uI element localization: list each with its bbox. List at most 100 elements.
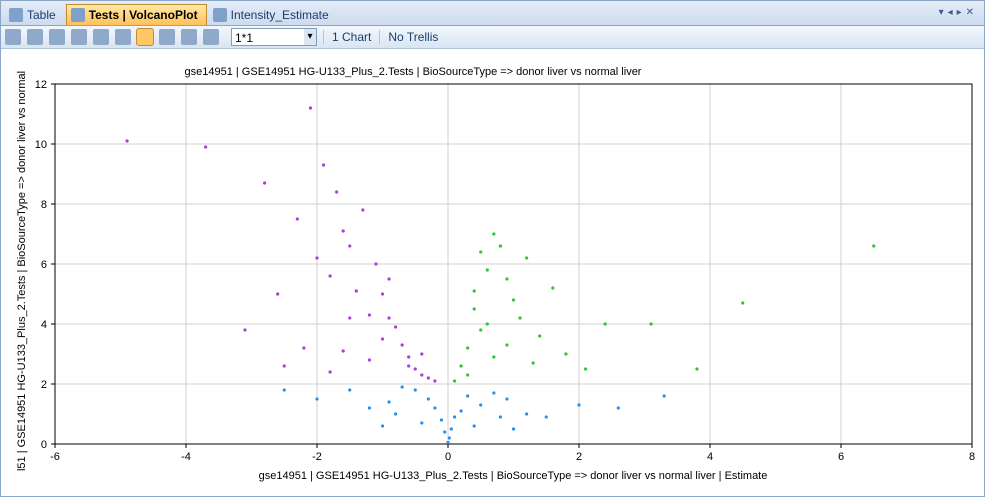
point	[282, 388, 286, 392]
point	[472, 307, 476, 311]
point	[466, 346, 470, 350]
point	[282, 364, 286, 368]
plot-frame	[54, 83, 973, 445]
chart-title: gse14951 | GSE14951 HG-U133_Plus_2.Tests…	[185, 66, 642, 78]
point	[400, 343, 404, 347]
icon[interactable]	[136, 28, 154, 46]
x-tick-label: -4	[181, 451, 191, 463]
point	[551, 286, 555, 290]
tab[interactable]: Tests | VolcanoPlot	[65, 4, 207, 25]
x-tick-label: 4	[707, 451, 713, 463]
tab-bar: Table Tests | VolcanoPlot Intensity_Esti…	[1, 1, 984, 26]
icon[interactable]	[27, 29, 43, 45]
button[interactable]: No Trellis	[379, 30, 446, 44]
x-tick-label: -2	[312, 451, 322, 463]
point	[525, 256, 529, 260]
point	[276, 292, 280, 296]
point	[341, 229, 345, 233]
point	[505, 277, 509, 281]
point	[335, 190, 339, 194]
button[interactable]: 1 Chart	[323, 30, 379, 44]
x-tick-label: 0	[445, 451, 451, 463]
point	[485, 322, 489, 326]
x-tick-label: 2	[576, 451, 582, 463]
tab[interactable]: Intensity_Estimate	[209, 5, 337, 25]
icon[interactable]	[49, 29, 65, 45]
point	[479, 250, 483, 254]
point	[380, 292, 385, 296]
point	[498, 244, 502, 248]
point	[872, 244, 876, 248]
point	[394, 412, 398, 416]
icon[interactable]	[5, 29, 21, 45]
point	[583, 367, 588, 371]
y-axis-label: l51 | GSE14951 HG-U133_Plus_2.Tests | Bi…	[16, 71, 28, 471]
point	[695, 367, 699, 371]
point	[341, 349, 345, 353]
point	[538, 334, 542, 338]
point	[466, 373, 470, 377]
point	[452, 379, 457, 383]
point	[459, 364, 463, 368]
combo-box[interactable]: 1*1	[231, 28, 317, 46]
icon[interactable]	[181, 29, 197, 45]
point	[407, 364, 411, 368]
x-tick-label: -6	[50, 451, 60, 463]
point	[387, 400, 391, 404]
y-tick-label: 0	[41, 439, 47, 451]
point	[518, 316, 522, 320]
chart: gse14951 | GSE14951 HG-U133_Plus_2.Tests…	[16, 66, 975, 482]
point	[380, 424, 385, 428]
point	[505, 343, 509, 347]
point	[387, 316, 391, 320]
point	[443, 430, 447, 434]
x-tick-label: 6	[838, 451, 844, 463]
point	[525, 412, 529, 416]
point	[459, 409, 463, 413]
point	[367, 358, 371, 362]
point	[302, 346, 306, 350]
point	[544, 415, 548, 419]
icon[interactable]	[203, 29, 219, 45]
point	[348, 388, 352, 392]
point	[420, 421, 424, 425]
point	[511, 427, 516, 431]
point	[394, 325, 398, 329]
point	[531, 361, 535, 365]
point	[662, 394, 666, 398]
point	[308, 106, 313, 110]
point	[361, 208, 365, 212]
point	[564, 352, 568, 356]
point	[263, 181, 267, 185]
point	[387, 277, 391, 281]
point	[439, 418, 444, 422]
point	[492, 355, 496, 359]
point	[433, 379, 437, 383]
point	[374, 262, 378, 266]
point	[447, 436, 451, 440]
point	[204, 145, 208, 149]
point	[413, 388, 417, 392]
y-tick-label: 2	[41, 379, 47, 391]
point	[603, 322, 607, 326]
window-controls[interactable]: ▾◂▸✕	[938, 7, 978, 18]
point	[328, 274, 332, 278]
point	[741, 301, 745, 305]
point	[354, 289, 358, 293]
x-tick-label: 8	[969, 451, 975, 463]
icon[interactable]	[115, 29, 131, 45]
point	[426, 397, 430, 401]
icon[interactable]	[71, 29, 87, 45]
point	[400, 385, 404, 389]
point	[616, 406, 620, 410]
point	[367, 406, 371, 410]
point	[485, 268, 489, 272]
icon[interactable]	[159, 29, 175, 45]
point	[321, 163, 326, 167]
tab[interactable]: Table	[5, 5, 64, 25]
point	[315, 256, 319, 260]
point	[348, 244, 352, 248]
icon[interactable]	[93, 29, 109, 45]
point	[452, 415, 457, 419]
